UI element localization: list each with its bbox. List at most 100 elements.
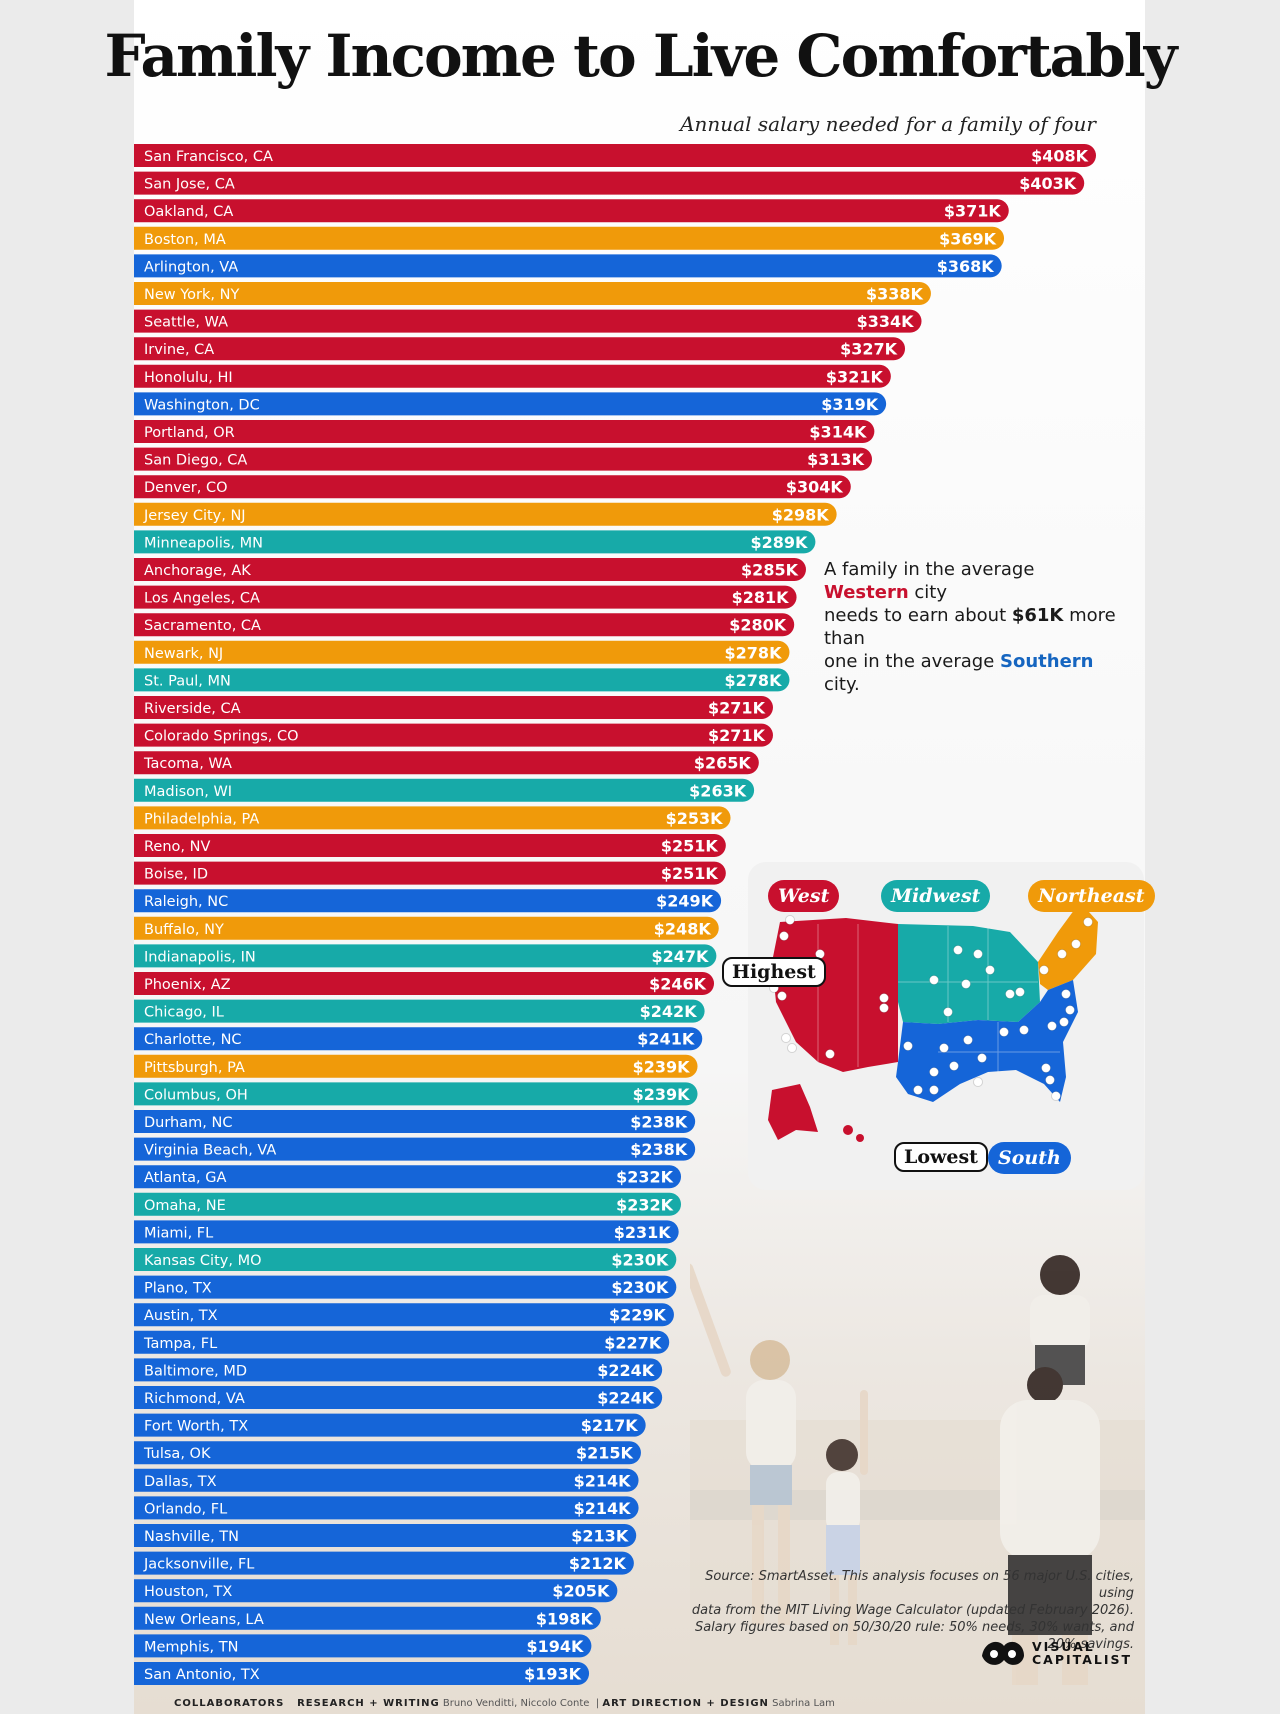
bar-value-label: $214K [574, 1471, 632, 1490]
bar [134, 999, 705, 1023]
bar-value-label: $278K [725, 671, 783, 690]
bar-value-label: $253K [666, 809, 724, 828]
bar-group: New Orleans, LA $198K [134, 1606, 601, 1630]
bar-group: Sacramento, CA $280K [134, 613, 795, 637]
bar-group: Plano, TX $230K [134, 1275, 677, 1299]
bar [134, 889, 722, 913]
bar-group: Miami, FL $231K [134, 1220, 679, 1244]
bar-group: Austin, TX $229K [134, 1303, 674, 1327]
bar-category-label: Sacramento, CA [144, 618, 261, 634]
bar [134, 420, 875, 443]
bar-group: Nashville, TN $213K [134, 1524, 637, 1547]
research-names: Bruno Venditti, Niccolo Conte [442, 1698, 590, 1709]
lowest-tag: Lowest [894, 1142, 988, 1172]
bar-group: Indianapolis, IN $247K [134, 944, 717, 968]
bar-value-label: $251K [661, 837, 719, 856]
bar [134, 1551, 634, 1575]
bar-category-label: Colorado Springs, CO [144, 729, 299, 745]
callout-west-word: Western [824, 582, 909, 603]
legend-south: South [988, 1142, 1071, 1174]
family-photo [690, 1255, 1145, 1690]
bar [134, 696, 773, 719]
bar-category-label: Virginia Beach, VA [144, 1143, 276, 1159]
bar-value-label: $246K [649, 975, 707, 994]
bar-category-label: Jersey City, NJ [143, 508, 246, 524]
bar-category-label: Riverside, CA [144, 701, 241, 717]
bar-category-label: Fort Worth, TX [144, 1419, 248, 1435]
callout-text: city. [824, 674, 860, 695]
bar [134, 1137, 696, 1161]
bar-group: Tacoma, WA $265K [134, 751, 759, 775]
bar-value-label: $304K [786, 478, 844, 497]
bar-value-label: $371K [944, 202, 1002, 221]
bar [134, 916, 719, 940]
bar-value-label: $239K [633, 1057, 691, 1076]
bar-group: New York, NY $338K [134, 282, 931, 305]
bar-category-label: Tampa, FL [143, 1336, 217, 1352]
bar [134, 282, 931, 305]
bar-value-label: $230K [611, 1251, 669, 1270]
bar-group: Honolulu, HI $321K [134, 364, 891, 388]
bar-value-label: $212K [569, 1554, 627, 1573]
callout-text: more than [824, 605, 1116, 649]
bar [134, 1579, 618, 1603]
map-region-west [772, 918, 898, 1072]
bar-category-label: Arlington, VA [144, 259, 238, 275]
bar-category-label: Richmond, VA [144, 1391, 245, 1407]
bar-category-label: Plano, TX [144, 1281, 212, 1297]
bar-category-label: San Diego, CA [144, 453, 247, 469]
chart-subtitle: Annual salary needed for a family of fou… [680, 112, 1096, 136]
bar-group: Jersey City, NJ $298K [134, 502, 837, 526]
bar-value-label: $289K [750, 533, 808, 552]
bar-category-label: Buffalo, NY [144, 922, 224, 938]
bar-category-label: Tulsa, OK [143, 1446, 211, 1462]
bar-category-label: Portland, OR [144, 425, 235, 441]
bar-category-label: San Jose, CA [144, 177, 235, 193]
bar-category-label: Raleigh, NC [144, 894, 228, 910]
bar-category-label: San Francisco, CA [144, 149, 273, 165]
source-line: Source: SmartAsset. This analysis focuse… [705, 1569, 1134, 1601]
bar-value-label: $263K [689, 781, 747, 800]
visual-capitalist-logo: VISUAL CAPITALIST [980, 1636, 1132, 1670]
bar-value-label: $239K [633, 1085, 691, 1104]
source-note: Source: SmartAsset. This analysis focuse… [674, 1568, 1134, 1653]
bar-category-label: Columbus, OH [144, 1087, 248, 1103]
bar-value-label: $338K [866, 285, 924, 304]
bar-category-label: Honolulu, HI [144, 370, 233, 386]
bar-value-label: $242K [640, 1002, 698, 1021]
bar [134, 254, 1002, 278]
bar-category-label: Minneapolis, MN [144, 535, 263, 551]
bar-group: San Jose, CA $403K [134, 171, 1085, 195]
bar [134, 1275, 677, 1299]
bar-value-label: $238K [630, 1140, 688, 1159]
bar-group: Boston, MA $369K [134, 226, 1005, 250]
bar-category-label: Memphis, TN [144, 1639, 238, 1655]
bar [134, 144, 1096, 167]
bar-category-label: Durham, NC [144, 1115, 232, 1131]
bar-category-label: Washington, DC [144, 397, 260, 413]
bar [134, 199, 1009, 223]
bar-group: Philadelphia, PA $253K [134, 806, 731, 830]
bar-group: San Francisco, CA $408K [134, 144, 1096, 167]
map-region-midwest [898, 924, 1040, 1024]
bar-value-label: $215K [576, 1444, 634, 1463]
bar [134, 1496, 639, 1520]
bar-group: Phoenix, AZ $246K [134, 972, 715, 995]
bar [134, 530, 816, 554]
callout-text: city [908, 582, 947, 603]
callout-text: needs to earn about [824, 605, 1012, 626]
bar-category-label: Newark, NJ [144, 646, 223, 662]
bar-group: Boise, ID $251K [134, 861, 726, 885]
bar-group: Colorado Springs, CO $271K [134, 723, 773, 747]
bar-category-label: Houston, TX [144, 1584, 232, 1600]
bar [134, 640, 790, 664]
bar-group: Denver, CO $304K [134, 475, 851, 499]
bar [134, 806, 731, 830]
research-label: RESEARCH + WRITING [297, 1698, 440, 1709]
bar-category-label: New Orleans, LA [144, 1612, 264, 1628]
bar-category-label: Pittsburgh, PA [144, 1060, 245, 1076]
bar-group: Raleigh, NC $249K [134, 889, 722, 913]
bar-value-label: $314K [809, 423, 867, 442]
us-map [768, 902, 1098, 1142]
